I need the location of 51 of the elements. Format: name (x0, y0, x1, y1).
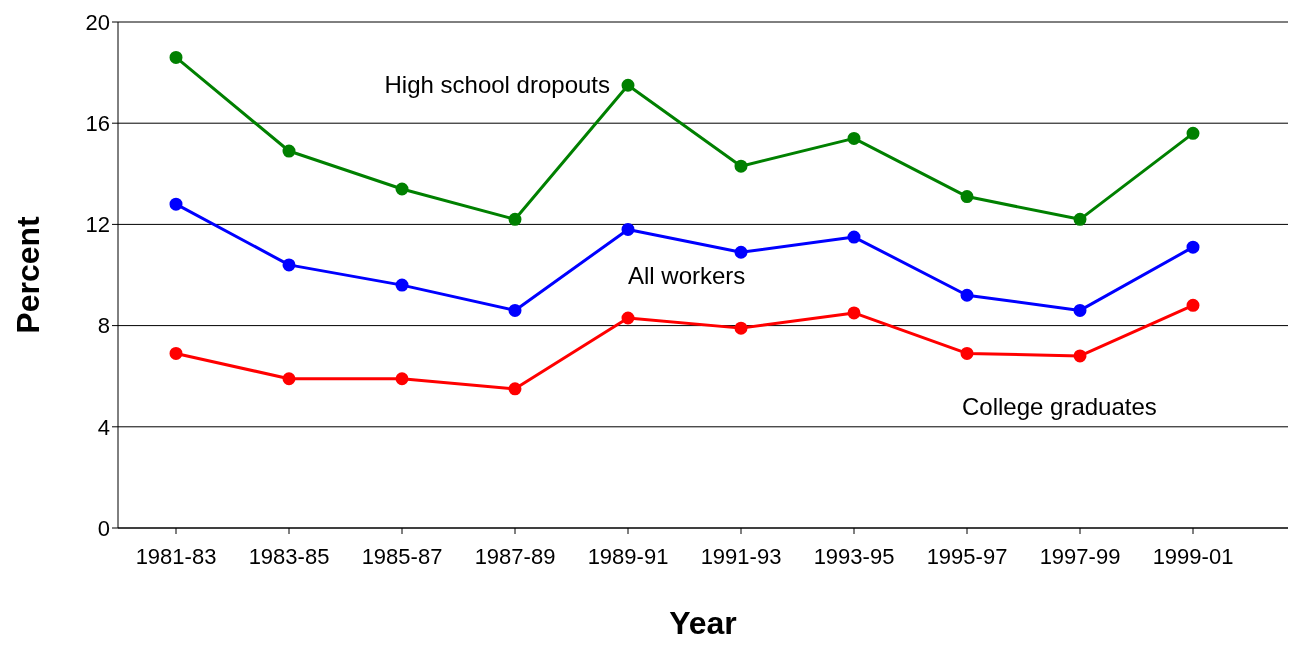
point (1073, 303, 1087, 317)
point (1073, 212, 1087, 226)
point (621, 222, 635, 236)
x-tick-label: 1991-93 (700, 543, 782, 569)
point (960, 288, 974, 302)
x-tick-label: 1995-97 (926, 543, 1008, 569)
x-tick-label: 1997-99 (1039, 543, 1121, 569)
point (169, 197, 183, 211)
point (960, 190, 974, 204)
point (395, 182, 409, 196)
series-label: College graduates (962, 393, 1157, 421)
point (508, 212, 522, 226)
point (847, 131, 861, 145)
x-tick-label: 1985-87 (361, 543, 443, 569)
x-tick-label: 1993-95 (813, 543, 895, 569)
y-tick-label: 8 (97, 313, 110, 339)
point (621, 311, 635, 325)
point (1186, 298, 1200, 312)
point (734, 321, 748, 335)
x-tick-label: 1987-89 (474, 543, 556, 569)
x-axis-title: Year (669, 605, 737, 641)
y-tick-label: 12 (85, 212, 110, 238)
series-label: High school dropouts (384, 71, 610, 99)
point (282, 372, 296, 386)
x-tick-label: 1981-83 (135, 543, 217, 569)
point (1186, 126, 1200, 140)
point (847, 230, 861, 244)
x-tick-label: 1983-85 (248, 543, 330, 569)
point (960, 346, 974, 360)
y-tick-label: 16 (85, 111, 110, 137)
series-label: All workers (628, 262, 746, 290)
x-tick-label: 1999-01 (1152, 543, 1234, 569)
y-tick-label: 20 (85, 9, 110, 35)
point (1073, 349, 1087, 363)
y-tick-label: 0 (97, 515, 110, 541)
point (508, 382, 522, 396)
y-tick-label: 4 (97, 414, 110, 440)
x-tick-label: 1989-91 (587, 543, 669, 569)
point (1186, 240, 1200, 254)
point (169, 346, 183, 360)
point (621, 78, 635, 92)
point (395, 372, 409, 386)
point (734, 159, 748, 173)
point (282, 144, 296, 158)
point (282, 258, 296, 272)
point (847, 306, 861, 320)
point (734, 245, 748, 259)
point (508, 303, 522, 317)
y-axis-title: Percent (10, 215, 47, 334)
point (169, 50, 183, 64)
point (395, 278, 409, 292)
